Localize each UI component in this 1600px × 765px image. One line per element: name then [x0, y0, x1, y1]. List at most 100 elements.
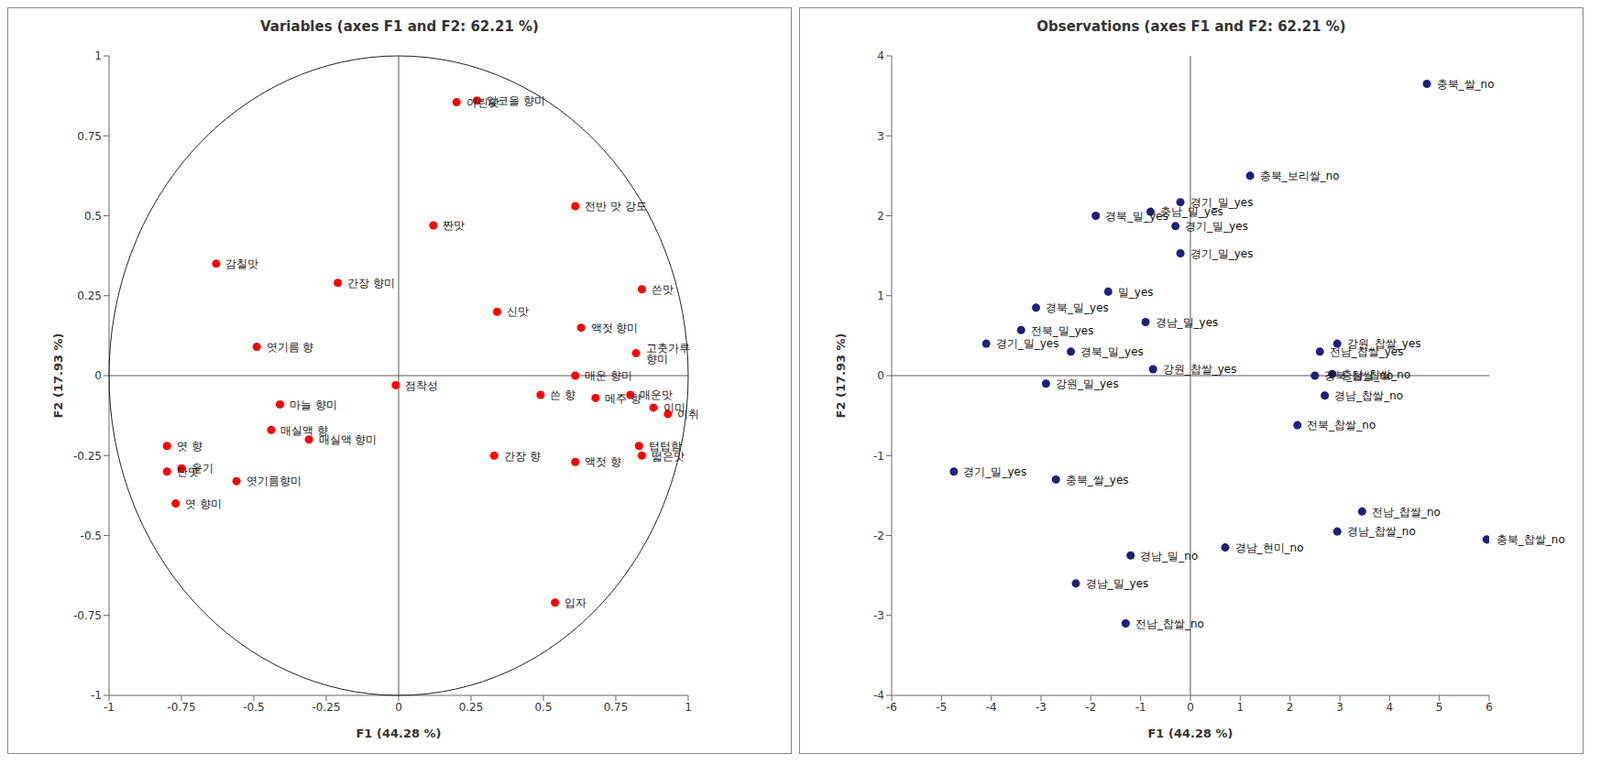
- svg-text:이미: 이미: [663, 401, 686, 415]
- svg-text:입자: 입자: [564, 596, 587, 610]
- svg-text:충남_밀_yes: 충남_밀_yes: [1160, 205, 1224, 219]
- svg-text:1: 1: [684, 701, 692, 714]
- svg-text:경남_찹쌀_no: 경남_찹쌀_no: [1347, 525, 1416, 538]
- svg-text:엿 향미: 엿 향미: [185, 497, 222, 511]
- svg-text:F1 (44.28 %): F1 (44.28 %): [355, 726, 441, 741]
- svg-text:매운 향미: 매운 향미: [584, 369, 633, 383]
- svg-text:강원_찹쌀_yes: 강원_찹쌀_yes: [1162, 362, 1238, 376]
- svg-text:충북_찹쌀_no: 충북_찹쌀_no: [1496, 533, 1566, 547]
- svg-text:매운맛: 매운맛: [639, 388, 673, 402]
- svg-text:0.25: 0.25: [76, 289, 102, 303]
- svg-text:밀_yes: 밀_yes: [1117, 285, 1154, 299]
- svg-text:전반 맛 강도: 전반 맛 강도: [584, 199, 647, 213]
- svg-text:경기_밀_yes: 경기_밀_yes: [1184, 219, 1249, 233]
- svg-text:윤기: 윤기: [191, 461, 214, 475]
- svg-text:0: 0: [94, 369, 102, 383]
- svg-text:알코올 향미: 알코올 향미: [486, 94, 546, 108]
- svg-text:1: 1: [1237, 701, 1245, 714]
- svg-text:전북_밀_yes: 전북_밀_yes: [1030, 324, 1095, 338]
- svg-text:-0.5: -0.5: [80, 529, 102, 543]
- svg-text:-2: -2: [1084, 701, 1096, 714]
- svg-text:0.5: 0.5: [534, 701, 552, 714]
- svg-text:경북_밀_yes: 경북_밀_yes: [1045, 301, 1109, 315]
- svg-text:3: 3: [876, 130, 885, 143]
- svg-text:5: 5: [1435, 701, 1444, 714]
- svg-text:점착성: 점착성: [405, 379, 439, 393]
- svg-text:전남_찹쌀_yes: 전남_찹쌀_yes: [1329, 345, 1404, 359]
- svg-text:간장 향: 간장 향: [504, 449, 541, 463]
- svg-text:-3: -3: [1035, 701, 1047, 714]
- svg-text:전북_찹쌀_no: 전북_찹쌀_no: [1306, 418, 1376, 432]
- svg-text:-1: -1: [1135, 701, 1147, 714]
- svg-text:0: 0: [876, 369, 885, 383]
- svg-text:-4: -4: [873, 689, 885, 702]
- svg-text:-0.25: -0.25: [73, 449, 102, 463]
- svg-text:0.75: 0.75: [603, 701, 629, 714]
- svg-text:충북_쌀_yes: 충북_쌀_yes: [1065, 473, 1129, 487]
- svg-text:0.75: 0.75: [76, 130, 102, 143]
- svg-text:쓴 향: 쓴 향: [549, 388, 576, 402]
- svg-text:감칠맛: 감칠맛: [225, 257, 259, 271]
- svg-text:경남_현미_no: 경남_현미_no: [1235, 541, 1305, 555]
- svg-text:0.5: 0.5: [84, 209, 102, 223]
- svg-text:이취: 이취: [677, 407, 700, 421]
- svg-text:-5: -5: [935, 701, 947, 714]
- svg-text:-0.25: -0.25: [311, 701, 340, 714]
- svg-text:전남_찹쌀_no: 전남_찹쌀_no: [1135, 617, 1205, 631]
- svg-text:2: 2: [876, 209, 885, 223]
- svg-text:액젓 향미: 액젓 향미: [591, 321, 639, 335]
- svg-text:신맛: 신맛: [506, 305, 529, 318]
- svg-text:충북_보리쌀_no: 충북_보리쌀_no: [1260, 169, 1340, 183]
- svg-text:경남_밀_yes: 경남_밀_yes: [1155, 316, 1219, 329]
- svg-text:1: 1: [94, 49, 102, 63]
- svg-text:경남_밀_yes: 경남_밀_yes: [1085, 577, 1150, 591]
- svg-text:4: 4: [1386, 701, 1394, 714]
- svg-text:강원_밀_yes: 강원_밀_yes: [1055, 377, 1119, 391]
- svg-text:2: 2: [1286, 701, 1294, 714]
- svg-text:F1 (44.28 %): F1 (44.28 %): [1147, 726, 1233, 741]
- svg-text:4: 4: [876, 49, 885, 63]
- svg-text:간장 향미: 간장 향미: [347, 276, 395, 290]
- svg-text:엿 향: 엿 향: [176, 439, 203, 453]
- svg-text:떫은맛: 떫은맛: [651, 449, 685, 463]
- svg-text:0.25: 0.25: [459, 701, 484, 714]
- svg-text:경북_밀_yes: 경북_밀_yes: [1080, 345, 1144, 359]
- html-text:Observations (axes F1 and F2:: Observations (axes F1 and F2: 62.21 %): [1036, 18, 1346, 35]
- svg-text:경기_밀_yes: 경기_밀_yes: [996, 337, 1060, 351]
- svg-text:짠맛: 짠맛: [442, 219, 465, 232]
- svg-text:마늘 향미: 마늘 향미: [289, 398, 338, 412]
- svg-text:0: 0: [394, 701, 403, 714]
- svg-text:1: 1: [876, 289, 885, 303]
- svg-text:F2 (17.93 %): F2 (17.93 %): [833, 332, 848, 418]
- svg-text:F2 (17.93 %): F2 (17.93 %): [51, 332, 66, 418]
- svg-text:고춧가루향미: 고춧가루향미: [646, 341, 691, 366]
- svg-text:-0.75: -0.75: [166, 701, 196, 714]
- svg-text:-0.75: -0.75: [73, 609, 102, 623]
- html-text:Variables (axes F1 and F2: 62.: Variables (axes F1 and F2: 62.21 %): [260, 18, 539, 35]
- svg-text:충북_쌀_no: 충북_쌀_no: [1436, 77, 1495, 91]
- svg-text:메주 향: 메주 향: [604, 392, 642, 406]
- svg-text:-0.5: -0.5: [242, 701, 264, 714]
- svg-text:엿기름 향: 엿기름 향: [266, 340, 315, 354]
- svg-text:3: 3: [1336, 701, 1344, 714]
- svg-text:-1: -1: [90, 689, 102, 702]
- svg-text:-6: -6: [886, 701, 898, 714]
- svg-text:경기_밀_yes: 경기_밀_yes: [1190, 247, 1254, 261]
- svg-text:엿기름향미: 엿기름향미: [246, 474, 302, 488]
- svg-text:쓴맛: 쓴맛: [651, 283, 674, 296]
- svg-text:액젓 향: 액젓 향: [584, 455, 622, 469]
- svg-text:6: 6: [1485, 701, 1493, 714]
- svg-text:-1: -1: [103, 701, 115, 714]
- svg-text:-3: -3: [873, 609, 885, 623]
- svg-text:-2: -2: [873, 529, 885, 543]
- svg-text:경북_밀_yes: 경북_밀_yes: [1105, 209, 1169, 223]
- svg-text:경기_밀_yes: 경기_밀_yes: [963, 465, 1027, 479]
- svg-text:경남_찹쌀_no: 경남_찹쌀_no: [1334, 389, 1403, 403]
- svg-text:매실액 향미: 매실액 향미: [318, 433, 378, 447]
- svg-text:충남_찹쌀_no: 충남_찹쌀_no: [1341, 368, 1411, 382]
- svg-text:전남_찹쌀_no: 전남_찹쌀_no: [1371, 505, 1441, 519]
- svg-text:-1: -1: [873, 449, 885, 463]
- svg-text:0: 0: [1186, 701, 1195, 714]
- svg-text:-4: -4: [986, 701, 998, 714]
- svg-text:경남_밀_no: 경남_밀_no: [1139, 549, 1198, 563]
